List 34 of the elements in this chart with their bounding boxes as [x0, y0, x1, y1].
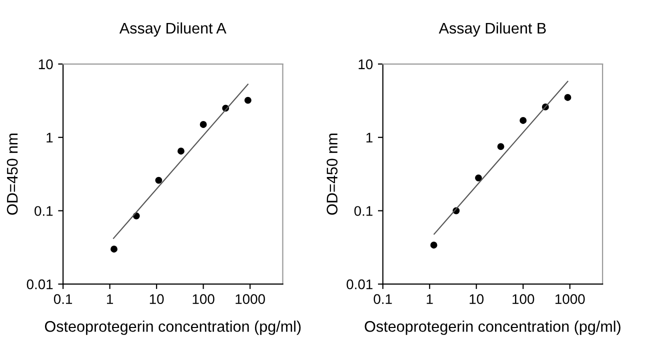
x-tick-label: 1 — [426, 294, 433, 304]
point — [520, 117, 527, 124]
point — [178, 148, 184, 155]
x-tick-label: 0.1 — [374, 294, 392, 304]
y-tick-label: 10 — [38, 59, 53, 70]
y-tick-label: 1 — [366, 132, 372, 142]
x-tick-label: 100 — [192, 294, 214, 304]
x-tick-label: 100 — [512, 294, 534, 304]
point — [564, 94, 572, 101]
x-tick-label: 0.1 — [54, 294, 72, 304]
chart-title: Assay Diluent B — [438, 22, 546, 37]
point — [110, 246, 118, 253]
x-axis-title: Osteoprotegerin concentration (pg/ml) — [44, 320, 301, 335]
point — [497, 143, 504, 150]
x-tick-label: 1000 — [236, 294, 265, 304]
y-axis-title: OD=450 nm — [326, 134, 338, 215]
point — [155, 176, 162, 184]
y-tick-label: 0.1 — [354, 206, 372, 216]
y-tick-label: 0.1 — [34, 206, 53, 216]
point — [200, 120, 207, 128]
point — [475, 174, 482, 182]
x-tick-label: 10 — [150, 294, 164, 304]
point — [244, 96, 252, 104]
x-tick-label: 1 — [107, 294, 113, 304]
y-tick-label: 0.01 — [346, 279, 372, 290]
x-axis-title: Osteoprotegerin concentration (pg/ml) — [364, 320, 620, 335]
x-tick-label: 10 — [470, 294, 484, 304]
y-axis-title: OD=450 nm — [6, 134, 18, 215]
y-tick-label: 0.01 — [26, 279, 53, 290]
y-tick-label: 10 — [358, 59, 373, 70]
point — [430, 242, 438, 249]
chart-title: Assay Diluent A — [119, 22, 226, 37]
x-tick-label: 1000 — [555, 294, 585, 304]
y-tick-label: 1 — [46, 132, 53, 142]
